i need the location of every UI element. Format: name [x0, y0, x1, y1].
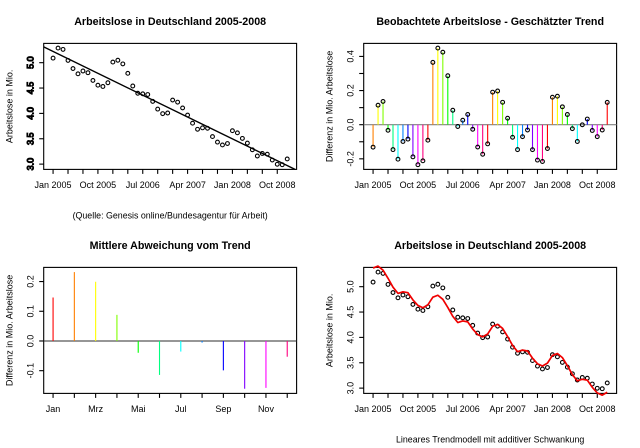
svg-text:Oct 2005: Oct 2005 [400, 180, 437, 190]
svg-text:Jan 2005: Jan 2005 [35, 180, 72, 190]
svg-text:0.0: 0.0 [346, 118, 356, 131]
svg-text:Lineares Trendmodell mit addit: Lineares Trendmodell mit additiver Schwa… [396, 434, 584, 444]
svg-text:Jan 2005: Jan 2005 [355, 404, 392, 414]
svg-text:0.2: 0.2 [26, 275, 36, 288]
svg-text:4.0: 4.0 [346, 331, 356, 344]
svg-text:Jul: Jul [175, 404, 187, 414]
svg-text:Arbeitslose in Mio.: Arbeitslose in Mio. [4, 70, 14, 144]
svg-text:0.0: 0.0 [26, 335, 36, 348]
svg-text:0.2: 0.2 [346, 84, 356, 97]
svg-text:Jul 2006: Jul 2006 [446, 404, 480, 414]
svg-text:5.0: 5.0 [346, 280, 356, 293]
svg-text:3.5: 3.5 [26, 133, 36, 146]
svg-text:Oct 2008: Oct 2008 [579, 404, 616, 414]
svg-text:Jan: Jan [46, 404, 61, 414]
svg-text:4.0: 4.0 [26, 107, 36, 120]
svg-text:Oct 2005: Oct 2005 [80, 180, 117, 190]
svg-text:Apr 2007: Apr 2007 [169, 180, 206, 190]
svg-text:Sep: Sep [215, 404, 231, 414]
svg-text:Differenz in Mio. Arbeitslose: Differenz in Mio. Arbeitslose [324, 51, 334, 162]
svg-text:5.0: 5.0 [26, 56, 36, 69]
svg-text:-0.1: -0.1 [26, 363, 36, 379]
svg-text:Jan 2005: Jan 2005 [355, 180, 392, 190]
svg-text:Jan 2008: Jan 2008 [214, 180, 251, 190]
svg-text:Arbeitslose in Deutschland 200: Arbeitslose in Deutschland 2005-2008 [394, 240, 586, 252]
svg-text:3.5: 3.5 [346, 357, 356, 370]
svg-text:Differenz in Mio. Arbeitslose: Differenz in Mio. Arbeitslose [4, 275, 14, 386]
svg-text:Nov: Nov [258, 404, 275, 414]
svg-text:4.0: 4.0 [26, 107, 36, 120]
svg-text:Mrz: Mrz [88, 404, 103, 414]
svg-text:4.5: 4.5 [346, 306, 356, 319]
svg-text:Oct 2008: Oct 2008 [259, 180, 296, 190]
svg-text:Beobachtete Arbeitslose - Gesc: Beobachtete Arbeitslose - Geschätzter Tr… [376, 16, 604, 28]
svg-text:4.5: 4.5 [26, 82, 36, 95]
svg-text:Mai: Mai [131, 404, 146, 414]
svg-text:Jan 2008: Jan 2008 [534, 180, 571, 190]
svg-text:-0.2: -0.2 [346, 151, 356, 167]
svg-text:3.5: 3.5 [26, 133, 36, 146]
svg-text:Mittlere Abweichung vom Trend: Mittlere Abweichung vom Trend [90, 240, 251, 252]
svg-text:0.4: 0.4 [346, 50, 356, 63]
svg-text:3.0: 3.0 [26, 158, 36, 171]
svg-text:Jul 2006: Jul 2006 [126, 180, 160, 190]
svg-text:3.0: 3.0 [346, 382, 356, 395]
svg-text:Arbeitslose in Deutschland 200: Arbeitslose in Deutschland 2005-2008 [74, 16, 266, 28]
svg-text:4.5: 4.5 [26, 82, 36, 95]
svg-text:5.0: 5.0 [26, 56, 36, 69]
svg-text:Oct 2008: Oct 2008 [579, 180, 616, 190]
svg-text:Jul 2006: Jul 2006 [446, 180, 480, 190]
svg-text:3.0: 3.0 [26, 158, 36, 171]
svg-text:0.1: 0.1 [26, 305, 36, 318]
svg-text:Apr 2007: Apr 2007 [489, 180, 526, 190]
svg-text:Apr 2007: Apr 2007 [489, 404, 526, 414]
svg-text:Oct 2005: Oct 2005 [400, 404, 437, 414]
svg-text:(Quelle: Genesis online/Bundes: (Quelle: Genesis online/Bundesagentur fü… [73, 210, 268, 220]
svg-text:Arbeitslose in Mio.: Arbeitslose in Mio. [324, 294, 334, 368]
svg-text:Jan 2008: Jan 2008 [534, 404, 571, 414]
